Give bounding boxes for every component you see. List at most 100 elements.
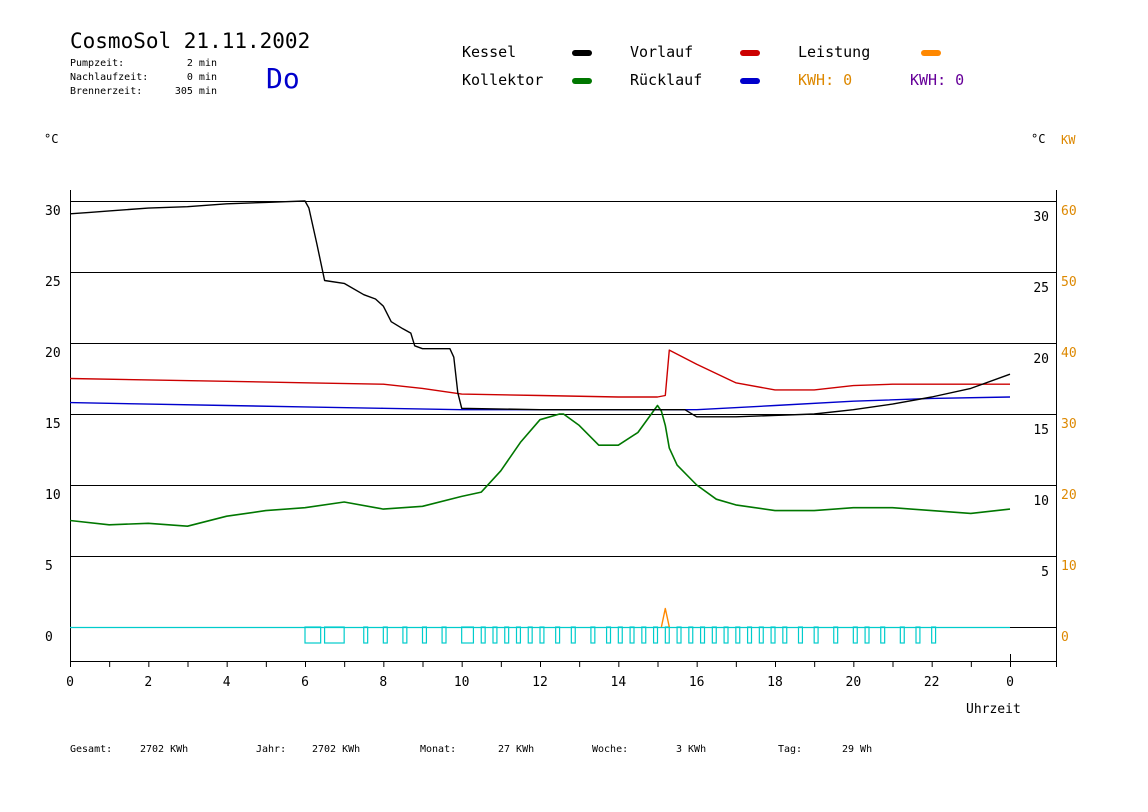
x-tick-label: 0 bbox=[1006, 675, 1014, 690]
y-tick-label-right: 20 bbox=[1033, 352, 1049, 367]
x-tick-label: 8 bbox=[379, 675, 387, 690]
footer-gesamt-label: Gesamt: bbox=[70, 744, 113, 755]
pump-pulse bbox=[782, 626, 788, 644]
y-tick-label-right: 5 bbox=[1041, 565, 1049, 580]
pump-pulse bbox=[402, 626, 408, 644]
pump-pulse bbox=[515, 626, 522, 644]
pump-pulse bbox=[699, 626, 706, 644]
legend-leistung-label: Leistung bbox=[798, 43, 871, 61]
legend-kollektor-label: Kollektor bbox=[462, 71, 544, 89]
footer-monat-label: Monat: bbox=[420, 744, 457, 755]
legend-ruecklauf-swatch bbox=[740, 78, 760, 84]
x-tick-label: 18 bbox=[767, 675, 783, 690]
y-tick-label-left: 15 bbox=[45, 417, 61, 432]
pump-pulse bbox=[813, 626, 819, 644]
y-tick-label-kw: 40 bbox=[1061, 346, 1077, 361]
y-axis-unit-left: °C bbox=[44, 132, 59, 146]
weekday-label: Do bbox=[266, 62, 300, 95]
pump-pulse bbox=[797, 626, 804, 644]
y-tick-label-kw: 20 bbox=[1061, 488, 1077, 503]
y-axis-unit-right: °C bbox=[1031, 132, 1046, 146]
y-tick-label-left: 25 bbox=[45, 275, 61, 290]
y-tick-label-left: 5 bbox=[45, 559, 53, 574]
pump-pulse bbox=[899, 626, 905, 644]
pump-pulse bbox=[421, 626, 428, 644]
footer-woche-value: 3 KWh bbox=[676, 744, 707, 755]
stat-value-pumpzeit: 2 min bbox=[186, 58, 217, 69]
y-tick-label-right: 25 bbox=[1033, 281, 1049, 296]
x-tick-label: 12 bbox=[532, 675, 548, 690]
y-tick-label-kw: 0 bbox=[1061, 630, 1069, 645]
pump-pulse bbox=[629, 626, 635, 644]
y-tick-label-left: 20 bbox=[45, 346, 61, 361]
footer-tag-label: Tag: bbox=[778, 744, 803, 755]
series-line-kollektor bbox=[69, 404, 1011, 528]
x-tick-label: 0 bbox=[66, 675, 74, 690]
x-tick-label: 16 bbox=[689, 675, 705, 690]
pump-pulse bbox=[676, 626, 682, 644]
pump-pulse bbox=[539, 626, 545, 644]
x-tick-label: 6 bbox=[301, 675, 309, 690]
y-axis-unit-kw: KW bbox=[1061, 133, 1076, 147]
series-line-kessel bbox=[69, 200, 1011, 418]
x-tick-label: 20 bbox=[846, 675, 862, 690]
pump-pulse bbox=[304, 626, 322, 644]
pump-pulse bbox=[711, 626, 717, 644]
series-line-vorlauf bbox=[69, 349, 1010, 398]
pump-pulse bbox=[652, 626, 659, 644]
pump-pulse bbox=[852, 626, 858, 644]
legend-kollektor-swatch bbox=[572, 78, 592, 84]
pump-pulse bbox=[555, 626, 561, 644]
legend-ruecklauf-label: Rücklauf bbox=[630, 71, 703, 89]
pump-pulse bbox=[735, 626, 741, 644]
stat-label-nachlaufzeit: Nachlaufzeit: bbox=[70, 72, 149, 83]
x-tick-label: 14 bbox=[611, 675, 627, 690]
pump-pulse bbox=[363, 626, 369, 644]
footer-woche-label: Woche: bbox=[592, 744, 629, 755]
x-tick-label: 10 bbox=[454, 675, 470, 690]
pump-pulse bbox=[590, 626, 596, 644]
footer-jahr-label: Jahr: bbox=[256, 744, 287, 755]
pump-pulse bbox=[570, 626, 576, 644]
footer-gesamt-value: 2702 KWh bbox=[140, 744, 189, 755]
pump-pulse bbox=[915, 626, 921, 644]
x-tick-label: 2 bbox=[144, 675, 152, 690]
legend-vorlauf-swatch bbox=[740, 50, 760, 56]
x-tick-label: 4 bbox=[223, 675, 231, 690]
pump-pulse bbox=[688, 626, 694, 644]
y-tick-label-kw: 10 bbox=[1061, 559, 1077, 574]
pump-pulse bbox=[641, 626, 647, 644]
y-tick-label-right: 10 bbox=[1033, 494, 1049, 509]
stat-label-pumpzeit: Pumpzeit: bbox=[70, 58, 125, 69]
legend-leistung-swatch bbox=[921, 50, 941, 56]
x-axis-label: Uhrzeit bbox=[966, 702, 1021, 717]
pump-pulse bbox=[605, 626, 612, 644]
stat-value-brennerzeit: 305 min bbox=[174, 86, 217, 97]
legend-vorlauf-label: Vorlauf bbox=[630, 43, 694, 61]
y-tick-label-kw: 30 bbox=[1061, 417, 1077, 432]
pump-pulse bbox=[492, 626, 498, 644]
pump-pulse bbox=[480, 626, 486, 644]
pump-pulse bbox=[441, 626, 447, 644]
pump-pulse bbox=[461, 626, 475, 644]
y-tick-label-right: 15 bbox=[1033, 423, 1049, 438]
footer-jahr-value: 2702 KWh bbox=[312, 744, 361, 755]
pump-pulse bbox=[527, 626, 533, 644]
footer-tag-value: 29 Wh bbox=[842, 744, 873, 755]
y-tick-label-kw: 50 bbox=[1061, 275, 1077, 290]
x-tick-label: 22 bbox=[924, 675, 940, 690]
y-tick-label-left: 30 bbox=[45, 204, 61, 219]
pump-pulse bbox=[758, 626, 764, 644]
y-tick-label-left: 0 bbox=[45, 630, 53, 645]
y-tick-label-right: 30 bbox=[1033, 210, 1049, 225]
stat-label-brennerzeit: Brennerzeit: bbox=[70, 86, 143, 97]
pump-pulse bbox=[664, 626, 670, 644]
pump-pulse bbox=[382, 626, 388, 644]
pump-pulse bbox=[323, 626, 345, 644]
pump-pulse bbox=[833, 626, 839, 644]
legend-kessel-swatch bbox=[572, 50, 592, 56]
legend-kessel-label: Kessel bbox=[462, 43, 517, 61]
series-line-leistung bbox=[660, 607, 670, 628]
y-tick-label-kw: 60 bbox=[1061, 204, 1077, 219]
